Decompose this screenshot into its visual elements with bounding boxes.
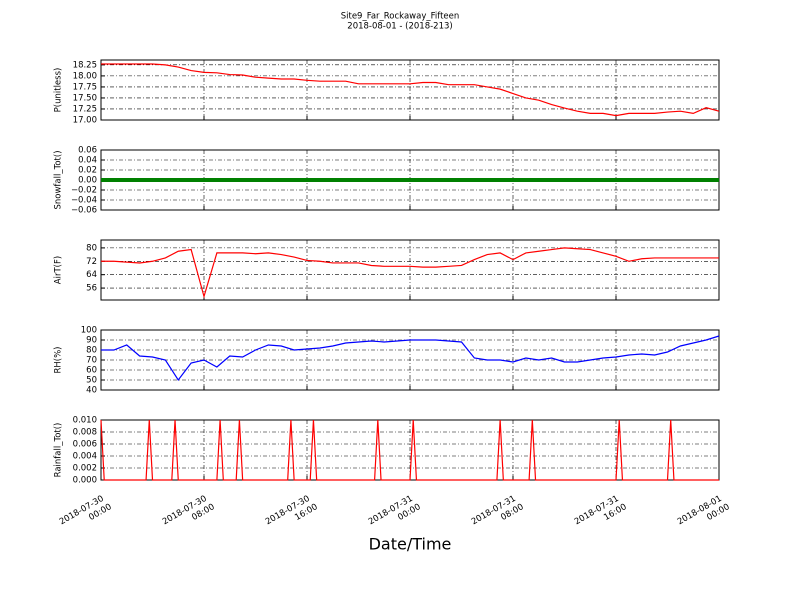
y-tick-label: 72: [86, 257, 97, 267]
y-tick-label: −0.02: [71, 186, 97, 196]
x-tick-label: 2018-07-31 08:00: [470, 492, 526, 536]
y-tick-label: 17.50: [73, 93, 97, 103]
x-tick-label: 2018-07-30 08:00: [161, 492, 217, 536]
y-tick-label: 0.004: [73, 452, 97, 462]
y-tick-label: 17.00: [73, 116, 97, 126]
y-tick-label: 0.02: [78, 166, 97, 176]
x-tick-label: 2018-07-30 16:00: [264, 492, 320, 536]
y-tick-label: 17.75: [73, 82, 97, 92]
x-tick-label: 2018-08-01 00:00: [676, 492, 732, 536]
x-tick-label: 2018-07-31 00:00: [367, 492, 423, 536]
y-tick-label: 0.006: [73, 440, 97, 450]
y-tick-label: −0.04: [71, 196, 97, 206]
y-tick-label: 56: [86, 284, 97, 294]
y-tick-label: 40: [86, 386, 97, 396]
y-axis-label: P(unitless): [54, 68, 64, 113]
y-axis-label: Snowfall_Tot(): [54, 150, 64, 209]
y-tick-label: 17.25: [73, 104, 97, 114]
y-tick-label: 70: [86, 356, 97, 366]
x-tick-label: 2018-07-30 00:00: [58, 492, 114, 536]
y-tick-label: 80: [86, 346, 97, 356]
y-tick-label: 64: [86, 270, 97, 280]
plot-frame: [100, 239, 720, 301]
y-tick-label: 0.002: [73, 464, 97, 474]
data-line: [101, 247, 719, 299]
y-tick-label: 100: [81, 326, 97, 336]
y-tick-label: 0.04: [78, 156, 97, 166]
y-tick-label: −0.06: [71, 206, 97, 216]
x-tick-label: 2018-07-31 16:00: [573, 492, 629, 536]
y-axis-label: AirT(F): [54, 256, 64, 284]
figure-title: Site9_Far_Rockaway_Fifteen: [341, 12, 460, 22]
y-tick-label: 0.000: [73, 476, 97, 486]
y-tick-label: 60: [86, 366, 97, 376]
data-line: [101, 335, 720, 382]
y-tick-label: 80: [86, 243, 97, 253]
figure-subtitle: 2018-08-01 - (2018-213): [347, 22, 452, 32]
y-tick-label: 50: [86, 376, 97, 386]
y-tick-label: 0.00: [78, 176, 97, 186]
x-axis-label: Date/Time: [369, 535, 452, 554]
y-tick-label: 18.00: [73, 71, 97, 81]
plot-frame: [100, 329, 720, 391]
data-line: [100, 419, 719, 481]
y-tick-label: 0.008: [73, 428, 97, 438]
data-line: [101, 63, 720, 117]
y-axis-label: RH(%): [54, 346, 64, 373]
y-axis-label: Rainfall_Tot(): [54, 423, 64, 478]
y-tick-label: 90: [86, 336, 97, 346]
y-tick-label: 0.06: [78, 146, 97, 156]
y-tick-label: 0.010: [73, 416, 97, 426]
y-tick-label: 18.25: [73, 60, 97, 70]
plot-frame: [100, 59, 720, 121]
